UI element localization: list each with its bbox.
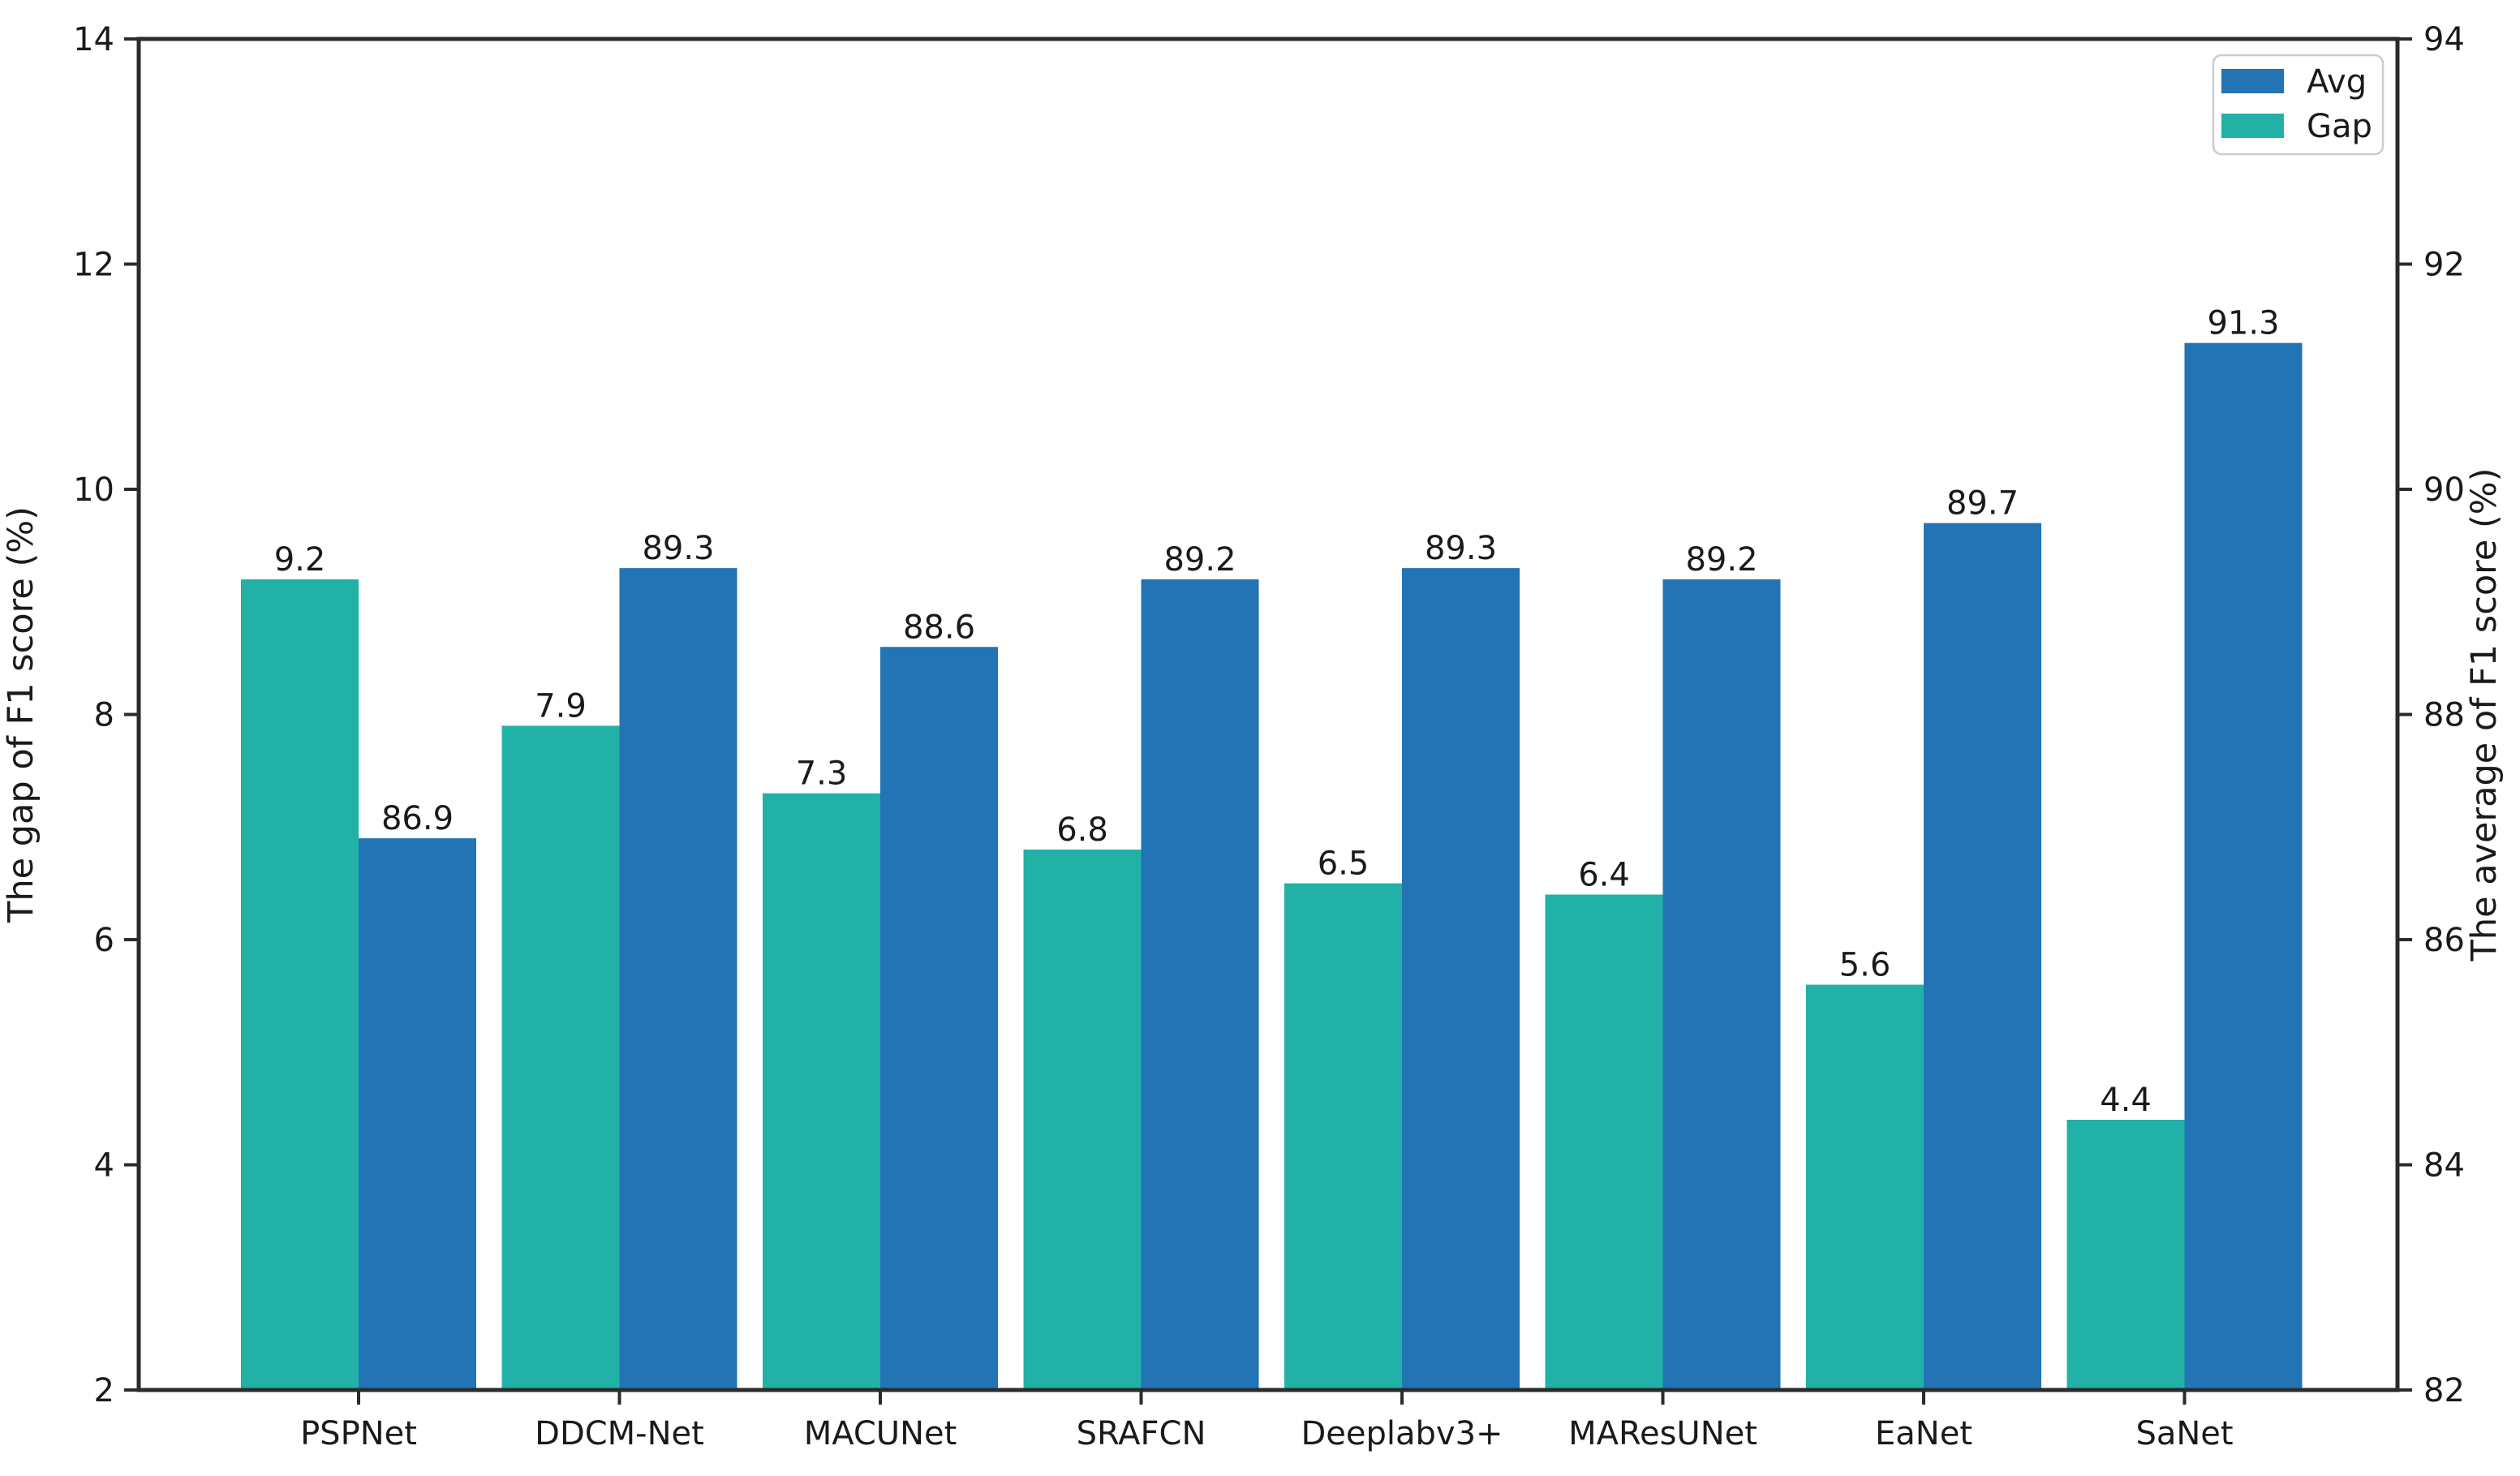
bar-gap-pspnet — [241, 579, 359, 1390]
x-tick-label-deeplabv3-: Deeplabv3+ — [1301, 1415, 1503, 1452]
value-label-avg-pspnet: 86.9 — [381, 800, 454, 837]
bar-gap-deeplabv3- — [1284, 883, 1402, 1390]
bar-avg-deeplabv3- — [1402, 568, 1520, 1390]
left-axis-title: The gap of F1 score (%) — [1, 506, 41, 923]
value-label-gap-srafcn: 6.8 — [1056, 811, 1108, 849]
right-tick-label-90: 90 — [2423, 471, 2465, 509]
right-tick-label-86: 86 — [2423, 922, 2465, 959]
left-tick-label-14: 14 — [73, 21, 114, 58]
value-label-avg-sanet: 91.3 — [2207, 305, 2279, 342]
bar-avg-ddcm-net — [619, 568, 738, 1390]
x-tick-label-srafcn: SRAFCN — [1077, 1415, 1206, 1452]
bar-avg-sanet — [2184, 342, 2303, 1390]
value-label-gap-eanet: 5.6 — [1839, 947, 1891, 984]
left-tick-label-8: 8 — [94, 697, 114, 734]
bar-gap-eanet — [1806, 984, 1924, 1390]
x-tick-label-ddcm-net: DDCM-Net — [535, 1415, 704, 1452]
bar-avg-maresunet — [1662, 579, 1781, 1390]
left-tick-label-2: 2 — [94, 1372, 114, 1409]
legend: Avg Gap — [2212, 54, 2385, 156]
bar-gap-sanet — [2066, 1120, 2185, 1390]
value-label-avg-eanet: 89.7 — [1946, 485, 2019, 523]
bar-avg-pspnet — [359, 838, 476, 1390]
value-label-gap-sanet: 4.4 — [2100, 1082, 2152, 1119]
x-tick-label-maresunet: MAResUNet — [1568, 1415, 1757, 1452]
bar-gap-srafcn — [1023, 850, 1142, 1390]
x-tick-label-sanet: SaNet — [2135, 1415, 2233, 1452]
value-label-avg-deeplabv3-: 89.3 — [1425, 530, 1497, 567]
value-label-gap-macunet: 7.3 — [796, 755, 848, 793]
value-label-avg-maresunet: 89.2 — [1685, 541, 1757, 579]
value-label-gap-maresunet: 6.4 — [1578, 857, 1630, 894]
bar-gap-maresunet — [1545, 894, 1663, 1390]
right-tick-label-82: 82 — [2423, 1372, 2465, 1409]
value-label-gap-deeplabv3-: 6.5 — [1318, 846, 1370, 883]
bar-avg-macunet — [880, 647, 998, 1390]
right-axis-title: The average of F1 score (%) — [2464, 468, 2505, 962]
x-tick-label-pspnet: PSPNet — [300, 1415, 417, 1452]
value-label-avg-srafcn: 89.2 — [1163, 541, 1236, 579]
left-tick-label-6: 6 — [94, 922, 114, 959]
right-tick-label-84: 84 — [2423, 1147, 2465, 1185]
legend-swatch-gap — [2221, 114, 2284, 138]
value-label-avg-ddcm-net: 89.3 — [642, 530, 714, 567]
left-tick-label-10: 10 — [73, 471, 114, 509]
bar-avg-eanet — [1924, 523, 2041, 1390]
right-tick-label-88: 88 — [2423, 697, 2465, 734]
legend-label-avg: Avg — [2307, 63, 2367, 101]
value-label-gap-pspnet: 9.2 — [274, 541, 326, 579]
value-label-gap-ddcm-net: 7.9 — [535, 687, 587, 725]
value-label-avg-macunet: 88.6 — [903, 609, 975, 646]
x-tick-label-macunet: MACUNet — [804, 1415, 957, 1452]
x-tick-label-eanet: EaNet — [1875, 1415, 1972, 1452]
left-tick-label-12: 12 — [73, 247, 114, 284]
right-tick-label-92: 92 — [2423, 247, 2465, 284]
legend-label-gap: Gap — [2307, 108, 2372, 145]
left-tick-label-4: 4 — [94, 1147, 114, 1185]
bar-gap-ddcm-net — [501, 725, 620, 1390]
bar-avg-srafcn — [1141, 579, 1259, 1390]
bar-gap-macunet — [763, 793, 880, 1390]
right-tick-label-94: 94 — [2423, 21, 2465, 58]
legend-swatch-avg — [2221, 69, 2284, 93]
